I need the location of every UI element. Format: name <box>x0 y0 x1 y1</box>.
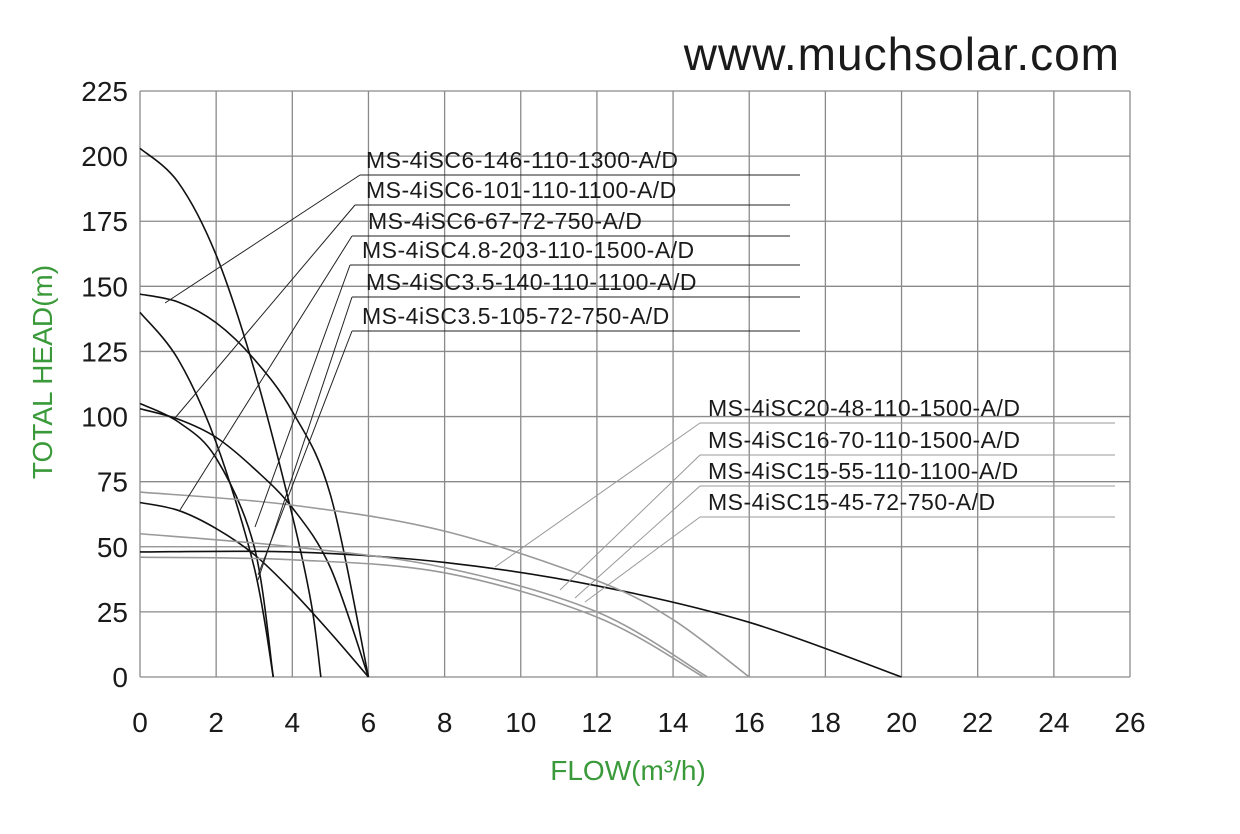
chart-title: www.muchsolar.com <box>683 28 1120 80</box>
x-tick-label: 22 <box>962 707 993 738</box>
y-tick-label: 200 <box>81 141 128 172</box>
y-axis-title: TOTAL HEAD(m) <box>27 265 58 479</box>
x-tick-label: 8 <box>437 707 453 738</box>
leader-line <box>257 296 353 581</box>
curve <box>139 532 708 678</box>
leader-line <box>179 235 353 511</box>
series-label: MS-4iSC6-146-110-1300-A/D <box>366 147 679 173</box>
x-tick-label: 6 <box>361 707 377 738</box>
series-label: MS-4iSC3.5-105-72-750-A/D <box>362 303 670 329</box>
x-tick-label: 20 <box>886 707 917 738</box>
leader-line <box>164 174 361 304</box>
x-tick-label: 0 <box>132 707 148 738</box>
y-tick-label: 150 <box>81 271 128 302</box>
y-tick-label: 175 <box>81 206 128 237</box>
leader-line <box>254 264 351 528</box>
x-tick-label: 18 <box>810 707 841 738</box>
x-tick-label: 10 <box>505 707 536 738</box>
leader-line <box>559 454 701 591</box>
leader-line <box>494 422 701 568</box>
x-tick-label: 26 <box>1114 707 1145 738</box>
y-tick-label: 225 <box>81 76 128 107</box>
leader-line <box>174 204 356 419</box>
y-tick-label: 50 <box>97 532 128 563</box>
x-tick-label: 2 <box>208 707 224 738</box>
curve <box>139 556 704 678</box>
curve <box>139 491 750 678</box>
x-tick-label: 12 <box>581 707 612 738</box>
leader-line <box>574 485 701 599</box>
x-tick-label: 4 <box>285 707 301 738</box>
series-label: MS-4iSC6-67-72-750-A/D <box>368 208 642 234</box>
y-tick-label: 125 <box>81 336 128 367</box>
series-label: MS-4iSC3.5-140-110-1100-A/D <box>366 269 697 295</box>
curve <box>139 147 322 678</box>
leader-line <box>257 330 353 576</box>
y-tick-label: 25 <box>97 597 128 628</box>
x-tick-label: 24 <box>1038 707 1069 738</box>
leader-line <box>584 516 701 603</box>
x-tick-label: 14 <box>657 707 688 738</box>
x-tick-label: 16 <box>734 707 765 738</box>
series-label: MS-4iSC15-45-72-750-A/D <box>708 489 996 515</box>
series-label: MS-4iSC4.8-203-110-1500-A/D <box>362 237 695 263</box>
curve <box>139 311 275 678</box>
y-tick-label: 100 <box>81 402 128 433</box>
curve <box>139 550 902 678</box>
y-tick-label: 0 <box>112 662 128 693</box>
curve <box>139 402 275 678</box>
curve <box>139 293 370 678</box>
series-label: MS-4iSC15-55-110-1100-A/D <box>708 458 1019 484</box>
y-tick-label: 75 <box>97 467 128 498</box>
curve <box>139 501 370 678</box>
series-label: MS-4iSC20-48-110-1500-A/D <box>708 395 1021 421</box>
series-label: MS-4iSC6-101-110-1100-A/D <box>366 177 677 203</box>
series-label: MS-4iSC16-70-110-1500-A/D <box>708 427 1021 453</box>
curve <box>139 407 370 678</box>
x-axis-title: FLOW(m³/h) <box>550 755 706 786</box>
